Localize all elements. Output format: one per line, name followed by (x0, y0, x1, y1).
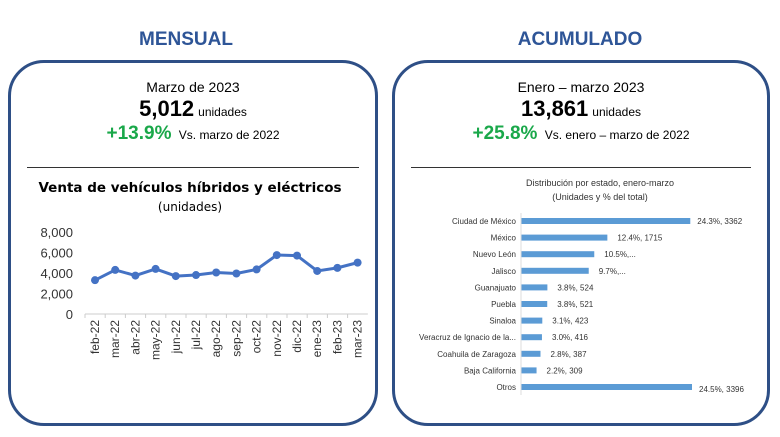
line-chart-title: Venta de vehículos híbridos y eléctricos (38, 180, 341, 196)
x-tick-label: oct-22 (250, 320, 264, 354)
data-point (333, 263, 342, 272)
data-point (293, 251, 301, 260)
x-tick-label: feb-22 (88, 320, 102, 354)
y-tick-label: 2,000 (40, 287, 73, 302)
bar-category-label: Guanajuato (475, 283, 517, 292)
bar (521, 367, 537, 374)
data-point (212, 268, 221, 277)
x-tick-label: jun-22 (169, 320, 183, 355)
acumulado-change-label: Vs. enero – marzo de 2022 (544, 128, 690, 142)
x-tick-label: nov-22 (270, 320, 284, 357)
x-tick-label: jul-22 (189, 320, 203, 351)
bar-chart: Ciudad de México 24.3%, 3362 México 12.4%, … (419, 213, 744, 395)
y-tick-label: 4,000 (40, 266, 73, 281)
bar (521, 317, 543, 324)
mensual-panel: Marzo de 2023 5,012 unidades +13.9% Vs. m… (8, 60, 378, 426)
bar-category-label: Veracruz de Ignacio de la... (419, 333, 516, 342)
bar-category-label: Baja California (464, 366, 517, 375)
bar-category-label: Ciudad de México (452, 217, 517, 226)
x-tick-label: mar-22 (108, 320, 122, 358)
bar (521, 251, 595, 258)
data-point (131, 271, 140, 280)
data-point (232, 269, 241, 278)
bar-category-label: Puebla (491, 300, 516, 309)
y-tick-label: 6,000 (40, 246, 73, 261)
bar-category-label: México (491, 234, 517, 243)
x-tick-label: sep-22 (229, 320, 243, 357)
mensual-value: 5,012 unidades (11, 96, 375, 122)
acumulado-value: 13,861 unidades (395, 96, 767, 122)
data-point (171, 272, 180, 281)
x-tick-label: ene-23 (310, 320, 324, 358)
bar-data-label: 12.4%, 1715 (617, 234, 662, 243)
bar-data-label: 2.2%, 309 (547, 366, 584, 375)
x-tick-label: feb-23 (330, 320, 344, 354)
acumulado-divider (411, 167, 751, 168)
mensual-value-number: 5,012 (139, 96, 195, 121)
bar-chart-title: Distribución por estado, enero-marzo (526, 178, 674, 188)
bar (521, 334, 542, 341)
bar-category-label: Nuevo León (473, 250, 516, 259)
bar-category-label: Sinaloa (489, 317, 516, 326)
acumulado-panel: Enero – marzo 2023 13,861 unidades +25.8%… (392, 60, 770, 426)
data-point (353, 258, 362, 267)
data-point (91, 276, 99, 285)
mensual-unit: unidades (198, 105, 247, 119)
bar (521, 234, 608, 241)
bar-category-label: Coahuila de Zaragoza (437, 350, 516, 359)
bar-data-label: 3.8%, 521 (557, 300, 594, 309)
y-tick-label: 8,000 (40, 225, 73, 240)
bar-data-label: 3.1%, 423 (552, 317, 589, 326)
bar (521, 384, 692, 390)
bar-data-label: 2.8%, 387 (550, 350, 587, 359)
mensual-change: +13.9% Vs. marzo de 2022 (11, 123, 375, 145)
data-point (111, 265, 120, 274)
bar-data-label: 3.0%, 416 (552, 333, 589, 342)
acumulado-value-number: 13,861 (520, 96, 589, 121)
mensual-title: MENSUAL (139, 29, 233, 50)
x-tick-label: may-22 (149, 320, 163, 360)
bar-data-label: 9.7%,... (599, 267, 626, 276)
bar-data-label: 3.8%, 524 (557, 283, 594, 292)
bar-chart-subtitle: (Unidades y % del total) (552, 192, 648, 202)
data-point (252, 265, 261, 274)
x-tick-label: abr-22 (128, 320, 142, 355)
data-point (272, 251, 281, 260)
bar (521, 218, 691, 224)
mensual-change-label: Vs. marzo de 2022 (178, 128, 280, 142)
x-tick-label: mar-23 (351, 320, 365, 358)
line-chart-subtitle: (unidades) (158, 200, 222, 214)
acumulado-unit: unidades (592, 105, 641, 119)
acumulado-change-pct: +25.8% (472, 123, 538, 144)
y-tick-label: 0 (66, 307, 73, 322)
acumulado-period: Enero – marzo 2023 (517, 79, 645, 95)
bar-category-label: Jalisco (492, 267, 517, 276)
mensual-period: Marzo de 2023 (146, 79, 240, 95)
bar-data-label: 10.5%,... (604, 250, 636, 259)
acumulado-title: ACUMULADO (517, 29, 643, 50)
mensual-change-pct: +13.9% (106, 123, 172, 144)
bar (521, 284, 548, 291)
acumulado-change: +25.8% Vs. enero – marzo de 2022 (395, 123, 767, 145)
mensual-divider (27, 167, 359, 168)
x-tick-label: ago-22 (209, 320, 223, 358)
bar-data-label: 24.5%, 3396 (699, 385, 744, 394)
bar (521, 301, 548, 307)
data-point (151, 264, 160, 273)
bar (521, 267, 589, 274)
data-point (313, 266, 322, 275)
bar (521, 350, 541, 357)
x-tick-label: dic-22 (290, 320, 304, 353)
data-point (192, 271, 200, 280)
line-chart: 0 2,000 4,000 6,000 8,000 feb-22 mar-22 abr-22 m… (40, 225, 368, 360)
bar-category-label: Otros (496, 383, 516, 392)
bar-data-label: 24.3%, 3362 (697, 217, 742, 226)
